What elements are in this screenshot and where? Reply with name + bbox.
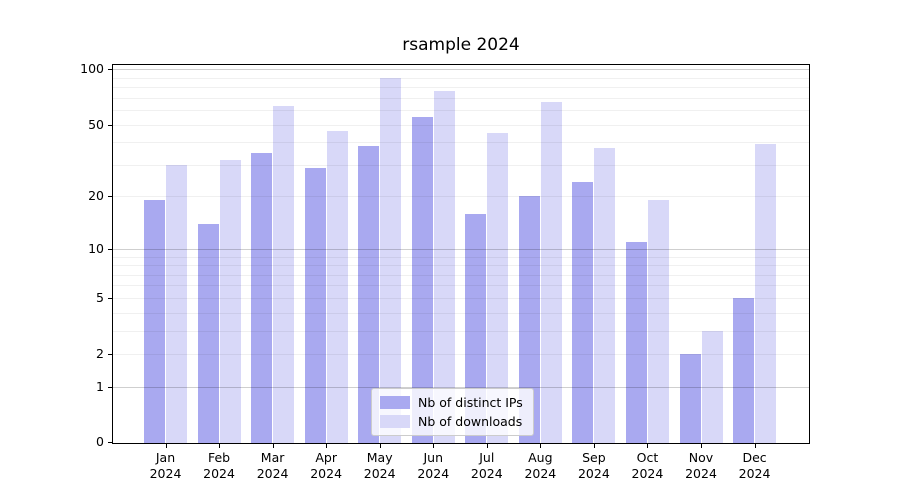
bar-downloads-jul [487,132,509,443]
minor-gridline-60 [113,110,809,112]
minor-gridline-30 [113,164,809,166]
minor-gridline-2 [113,354,809,356]
bar-ips-dec [733,297,755,443]
bar-ips-feb [197,223,219,443]
legend-item-downloads: Nb of downloads [380,414,523,429]
legend-label-distinct-ips: Nb of distinct IPs [418,395,523,410]
x-tick-mark-dec [754,444,756,448]
x-tick-mark-apr [326,444,328,448]
minor-gridline-9 [113,256,809,258]
y-tick-mark-10 [108,248,112,250]
minor-gridline-70 [113,97,809,99]
bar-downloads-nov [701,330,723,443]
major-gridline-100 [113,69,809,71]
bar-downloads-jan [166,164,187,443]
minor-gridline-3 [113,330,809,332]
bar-downloads-dec [755,144,777,443]
x-tick-label-nov: Nov 2024 [685,450,717,481]
y-tick-mark-5 [108,297,112,299]
minor-gridline-6 [113,285,809,287]
x-tick-mark-jan [165,444,167,448]
x-tick-label-sep: Sep 2024 [577,450,610,481]
x-tick-label-aug: Aug 2024 [524,450,557,481]
x-tick-mark-jun [433,444,435,448]
bar-ips-jun [411,116,433,443]
minor-gridline-40 [113,142,809,144]
x-tick-label-jan: Jan 2024 [149,450,182,481]
x-tick-mark-jul [486,444,488,448]
bar-ips-aug [518,196,540,443]
y-tick-mark-0 [108,442,112,443]
x-tick-label-apr: Apr 2024 [310,450,343,481]
x-tick-label-feb: Feb 2024 [203,450,235,481]
legend-swatch-downloads [380,415,410,428]
y-tick-label-5: 5 [96,289,104,305]
bar-downloads-may [380,77,402,443]
major-gridline-1 [113,386,809,388]
y-tick-mark-1 [108,386,112,388]
minor-gridline-5 [113,297,809,299]
legend-item-distinct-ips: Nb of distinct IPs [380,395,523,410]
major-gridline-10 [113,248,809,250]
y-tick-label-2: 2 [96,346,104,362]
y-tick-label-1: 1 [96,378,104,394]
x-tick-mark-mar [272,444,274,448]
y-tick-label-0: 0 [96,434,104,449]
bar-ips-mar [251,152,273,443]
x-tick-mark-feb [219,444,221,448]
minor-gridline-7 [113,274,809,276]
bar-ips-may [358,146,380,443]
y-tick-mark-2 [108,354,112,356]
bar-downloads-feb [219,159,241,443]
bar-downloads-apr [326,131,348,443]
x-tick-label-dec: Dec 2024 [738,450,771,481]
bar-ips-nov [679,354,701,443]
x-tick-mark-aug [540,444,542,448]
y-tick-label-10: 10 [88,240,104,256]
x-tick-label-may: May 2024 [363,450,396,481]
y-tick-label-50: 50 [88,116,104,132]
bar-downloads-oct [647,200,669,443]
minor-gridline-90 [113,77,809,79]
bar-downloads-jun [433,91,455,443]
y-tick-mark-20 [108,196,112,198]
y-tick-mark-100 [108,69,112,71]
bar-ips-apr [304,167,326,443]
minor-gridline-4 [113,312,809,314]
chart-title: rsample 2024 [402,35,520,55]
bar-downloads-sep [594,148,616,443]
minor-gridline-20 [113,196,809,198]
minor-gridline-80 [113,87,809,89]
x-tick-label-jun: Jun 2024 [417,450,450,481]
bar-downloads-aug [540,102,562,443]
y-tick-label-20: 20 [88,188,104,204]
legend-swatch-ips [380,396,410,409]
x-tick-mark-may [379,444,381,448]
bar-ips-jan [144,200,165,443]
minor-gridline-50 [113,124,809,126]
x-tick-mark-sep [593,444,595,448]
bar-ips-jul [465,213,487,443]
x-tick-mark-nov [701,444,702,448]
y-tick-label-100: 100 [80,61,104,77]
x-tick-label-jul: Jul 2024 [470,450,503,481]
bar-ips-oct [625,241,647,443]
y-tick-mark-50 [108,124,112,126]
legend-label-downloads: Nb of downloads [418,414,523,429]
bar-ips-sep [572,182,594,443]
legend: Nb of distinct IPs Nb of downloads [371,388,534,436]
plot-area [112,64,810,444]
minor-gridline-8 [113,265,809,267]
x-tick-label-mar: Mar 2024 [256,450,289,481]
x-tick-mark-oct [647,444,649,448]
x-tick-label-oct: Oct 2024 [631,450,664,481]
bar-downloads-mar [273,106,295,443]
